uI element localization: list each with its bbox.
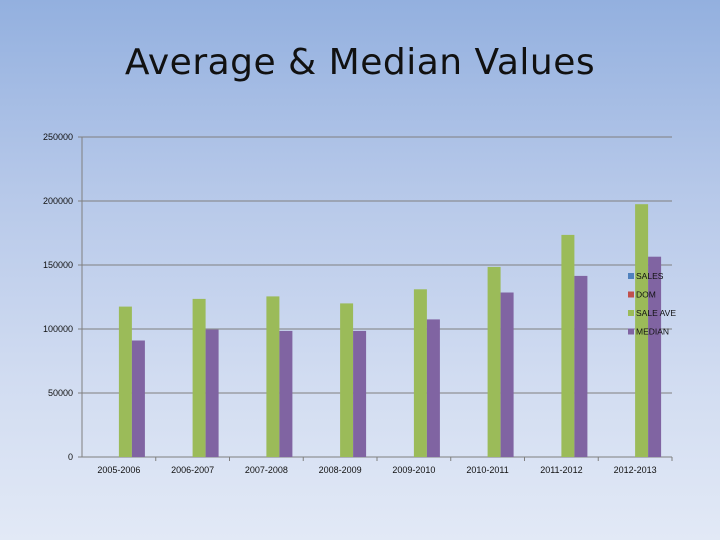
- y-tick-label: 200000: [43, 196, 73, 206]
- bar-sale-ave: [266, 296, 280, 457]
- legend: SALES DOM SALE AVE MEDIAN: [628, 271, 676, 337]
- bar-median: [353, 330, 367, 457]
- bar-sale-ave: [487, 266, 501, 457]
- x-tick-label: 2005-2006: [97, 465, 140, 475]
- y-tick-label: 150000: [43, 260, 73, 270]
- bar-median: [279, 330, 293, 457]
- bar-sale-ave: [340, 303, 354, 457]
- x-tick-label: 2012-2013: [614, 465, 657, 475]
- legend-swatch: [628, 273, 634, 279]
- bar-median: [500, 292, 514, 457]
- x-tick-label: 2007-2008: [245, 465, 288, 475]
- legend-label: MEDIAN: [636, 327, 669, 337]
- y-tick-labels: 0 50000 100000 150000 200000 250000: [43, 132, 73, 462]
- legend-swatch: [628, 310, 634, 316]
- bar-sale-ave: [413, 289, 427, 457]
- bar-median: [574, 275, 588, 457]
- x-tick-label: 2008-2009: [319, 465, 362, 475]
- bar-sale-ave: [561, 234, 575, 457]
- y-tick-label: 50000: [48, 388, 73, 398]
- y-tick-label: 0: [68, 452, 73, 462]
- x-tick-label: 2011-2012: [540, 465, 582, 475]
- bar-median: [131, 340, 145, 457]
- x-tick-label: 2006-2007: [171, 465, 214, 475]
- bar-sale-ave: [635, 204, 649, 457]
- bar-median: [426, 319, 440, 457]
- bars: [118, 204, 662, 457]
- y-tick-label: 100000: [43, 324, 73, 334]
- slide-title: Average & Median Values: [124, 42, 596, 83]
- legend-swatch: [628, 328, 634, 335]
- bar-median: [648, 256, 662, 457]
- legend-label: SALE AVE: [636, 308, 676, 318]
- x-tick-labels: 2005-2006 2006-2007 2007-2008 2008-2009 2009…: [97, 465, 656, 475]
- legend-label: SALES: [636, 271, 664, 281]
- bar-sale-ave: [192, 298, 206, 457]
- x-tick-label: 2010-2011: [466, 465, 508, 475]
- y-tick-label: 250000: [43, 132, 73, 142]
- bar-median: [205, 329, 219, 457]
- legend-swatch: [628, 291, 634, 298]
- legend-label: DOM: [636, 290, 656, 300]
- bar-sale-ave: [118, 306, 132, 457]
- x-tick-label: 2009-2010: [392, 465, 435, 475]
